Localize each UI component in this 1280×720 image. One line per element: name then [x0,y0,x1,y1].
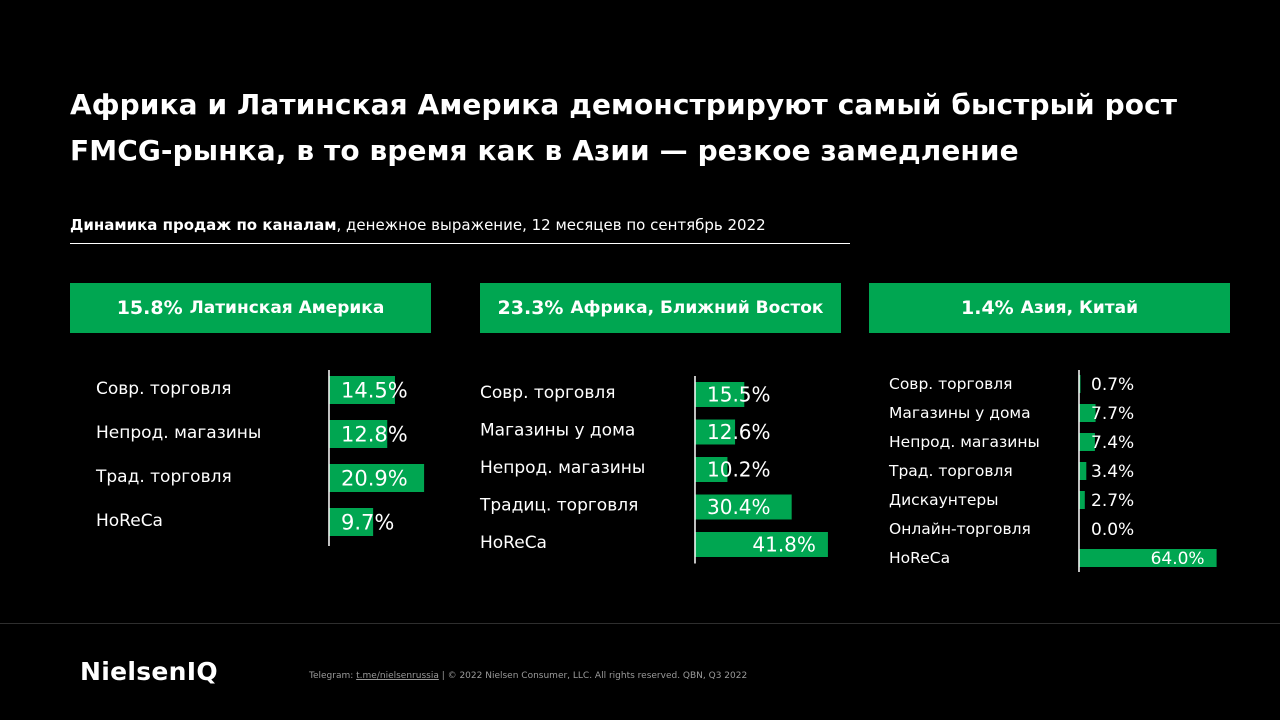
value-label: 10.2% [707,458,771,482]
category-label: Дискаунтеры [889,491,999,509]
value-label: 12.8% [341,423,408,447]
value-label: 7.7% [1091,404,1134,424]
telegram-label: Telegram: [309,671,357,681]
bar [695,419,736,445]
value-label: 41.8% [752,533,816,557]
panel-header-asia-china: 1.4% Азия, Китай [869,283,1230,333]
chart-latin-america: Совр. торговля 14.5% Непрод. магазины 12.8%… [95,370,425,546]
category-label: HoReCa [480,533,547,553]
value-label: 2.7% [1091,491,1134,511]
nielseniq-logo: NielsenIQ [80,657,218,686]
subtitle-bold: Динамика продаж по каналам [70,216,337,234]
category-label: Трад. торговля [95,467,232,487]
panel-header-value: 15.8% [116,297,183,319]
value-label: 0.0% [1091,520,1134,540]
category-label: Онлайн-торговля [889,520,1031,538]
category-label: Непрод. магазины [96,423,261,443]
bar [329,508,374,536]
panel-header-label: Азия, Китай [1020,298,1138,318]
bar [1079,404,1096,422]
chart-africa-middle-east: Совр. торговля 15.5% Магазины у дома 12.6% Н… [479,376,828,564]
category-label: Непрод. магазины [480,458,645,478]
value-label: 30.4% [707,495,771,519]
bar [329,464,425,492]
panel-header-value: 1.4% [961,297,1014,319]
bar [1079,462,1087,480]
category-label: HoReCa [96,511,163,531]
value-label: 3.4% [1091,462,1134,482]
category-label: Совр. торговля [480,383,615,403]
category-label: Непрод. магазины [889,433,1040,451]
subtitle-rest: , денежное выражение, 12 месяцев по сент… [336,216,766,234]
panel-header-latin-america: 15.8% Латинская Америка [70,283,431,333]
category-label: Совр. торговля [889,375,1012,393]
panel-header-label: Африка, Ближний Восток [570,298,824,318]
category-label: Традиц. торговля [479,496,638,516]
page-title: Африка и Латинская Америка демонстрируют… [70,82,1230,174]
page-title-line-1: Африка и Латинская Америка демонстрируют… [70,88,1178,121]
bar [329,376,395,404]
value-label: 14.5% [341,379,408,403]
bar [695,494,792,520]
bar [1079,375,1081,393]
category-label: Трад. торговля [888,462,1013,480]
panel-header-label: Латинская Америка [189,298,385,318]
bar [1079,491,1085,509]
chart-asia-china: Совр. торговля 0.7% Магазины у дома 7.7% Неп… [888,370,1217,572]
panel-header-value: 23.3% [497,297,564,319]
category-label: Магазины у дома [480,421,635,441]
bar [1079,433,1095,451]
bar [695,457,728,482]
footer-divider [0,623,1280,624]
value-label: 15.5% [707,383,771,407]
footnote: Telegram: t.me/nielsenrussia | © 2022 Ni… [309,671,747,681]
telegram-link[interactable]: t.me/nielsenrussia [356,671,439,681]
bar [1079,549,1217,567]
panel-header-africa-middle-east: 23.3% Африка, Ближний Восток [480,283,841,333]
category-label: Магазины у дома [889,404,1031,422]
category-label: Совр. торговля [96,379,231,399]
value-label: 7.4% [1091,433,1134,453]
chart-subtitle: Динамика продаж по каналам, денежное выр… [70,214,850,244]
value-label: 64.0% [1151,549,1205,569]
category-label: HoReCa [889,549,950,567]
bar [695,382,745,407]
value-label: 12.6% [707,420,771,444]
page-title-line-2: FMCG-рынка, в то время как в Азии — резк… [70,134,1019,167]
value-label: 9.7% [341,511,394,535]
copyright-text: | © 2022 Nielsen Consumer, LLC. All righ… [438,671,748,681]
value-label: 0.7% [1091,375,1134,395]
bar [329,420,388,448]
bar [695,532,828,557]
value-label: 20.9% [341,467,408,491]
